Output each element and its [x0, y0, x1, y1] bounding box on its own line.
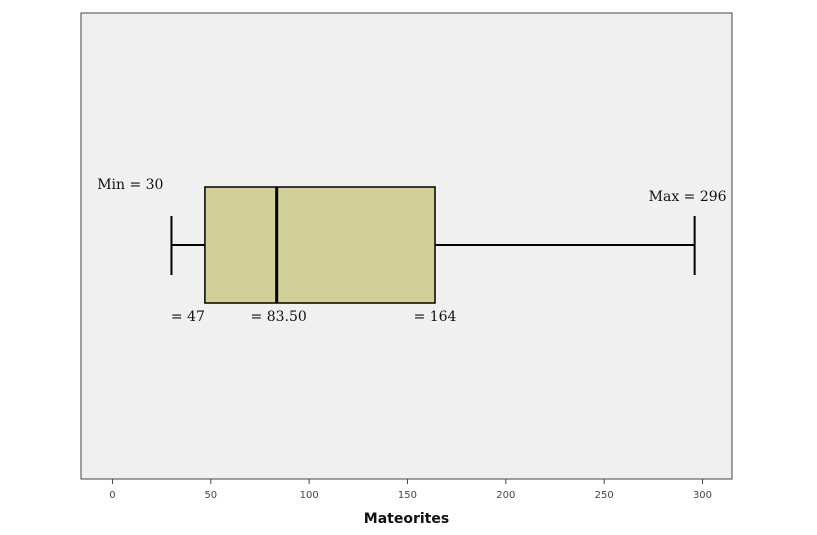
- x-tick-label: 300: [693, 490, 712, 501]
- x-tick-label: 250: [595, 490, 614, 501]
- q3-annotation: = 164: [414, 309, 457, 325]
- x-tick-label: 200: [496, 490, 515, 501]
- x-axis-ticks: 0 50 100 150 200 250 300: [109, 479, 712, 501]
- min-annotation: Min = 30: [97, 177, 163, 193]
- q1-annotation: = 47: [171, 309, 205, 325]
- max-annotation: Max = 296: [649, 189, 727, 205]
- x-tick-label: 0: [109, 490, 115, 501]
- x-tick-label: 50: [204, 490, 217, 501]
- x-tick-label: 150: [398, 490, 417, 501]
- x-tick-label: 100: [300, 490, 319, 501]
- median-annotation: = 83.50: [251, 309, 307, 325]
- x-axis-label: Mateorites: [364, 511, 449, 527]
- iqr-box: [204, 186, 436, 304]
